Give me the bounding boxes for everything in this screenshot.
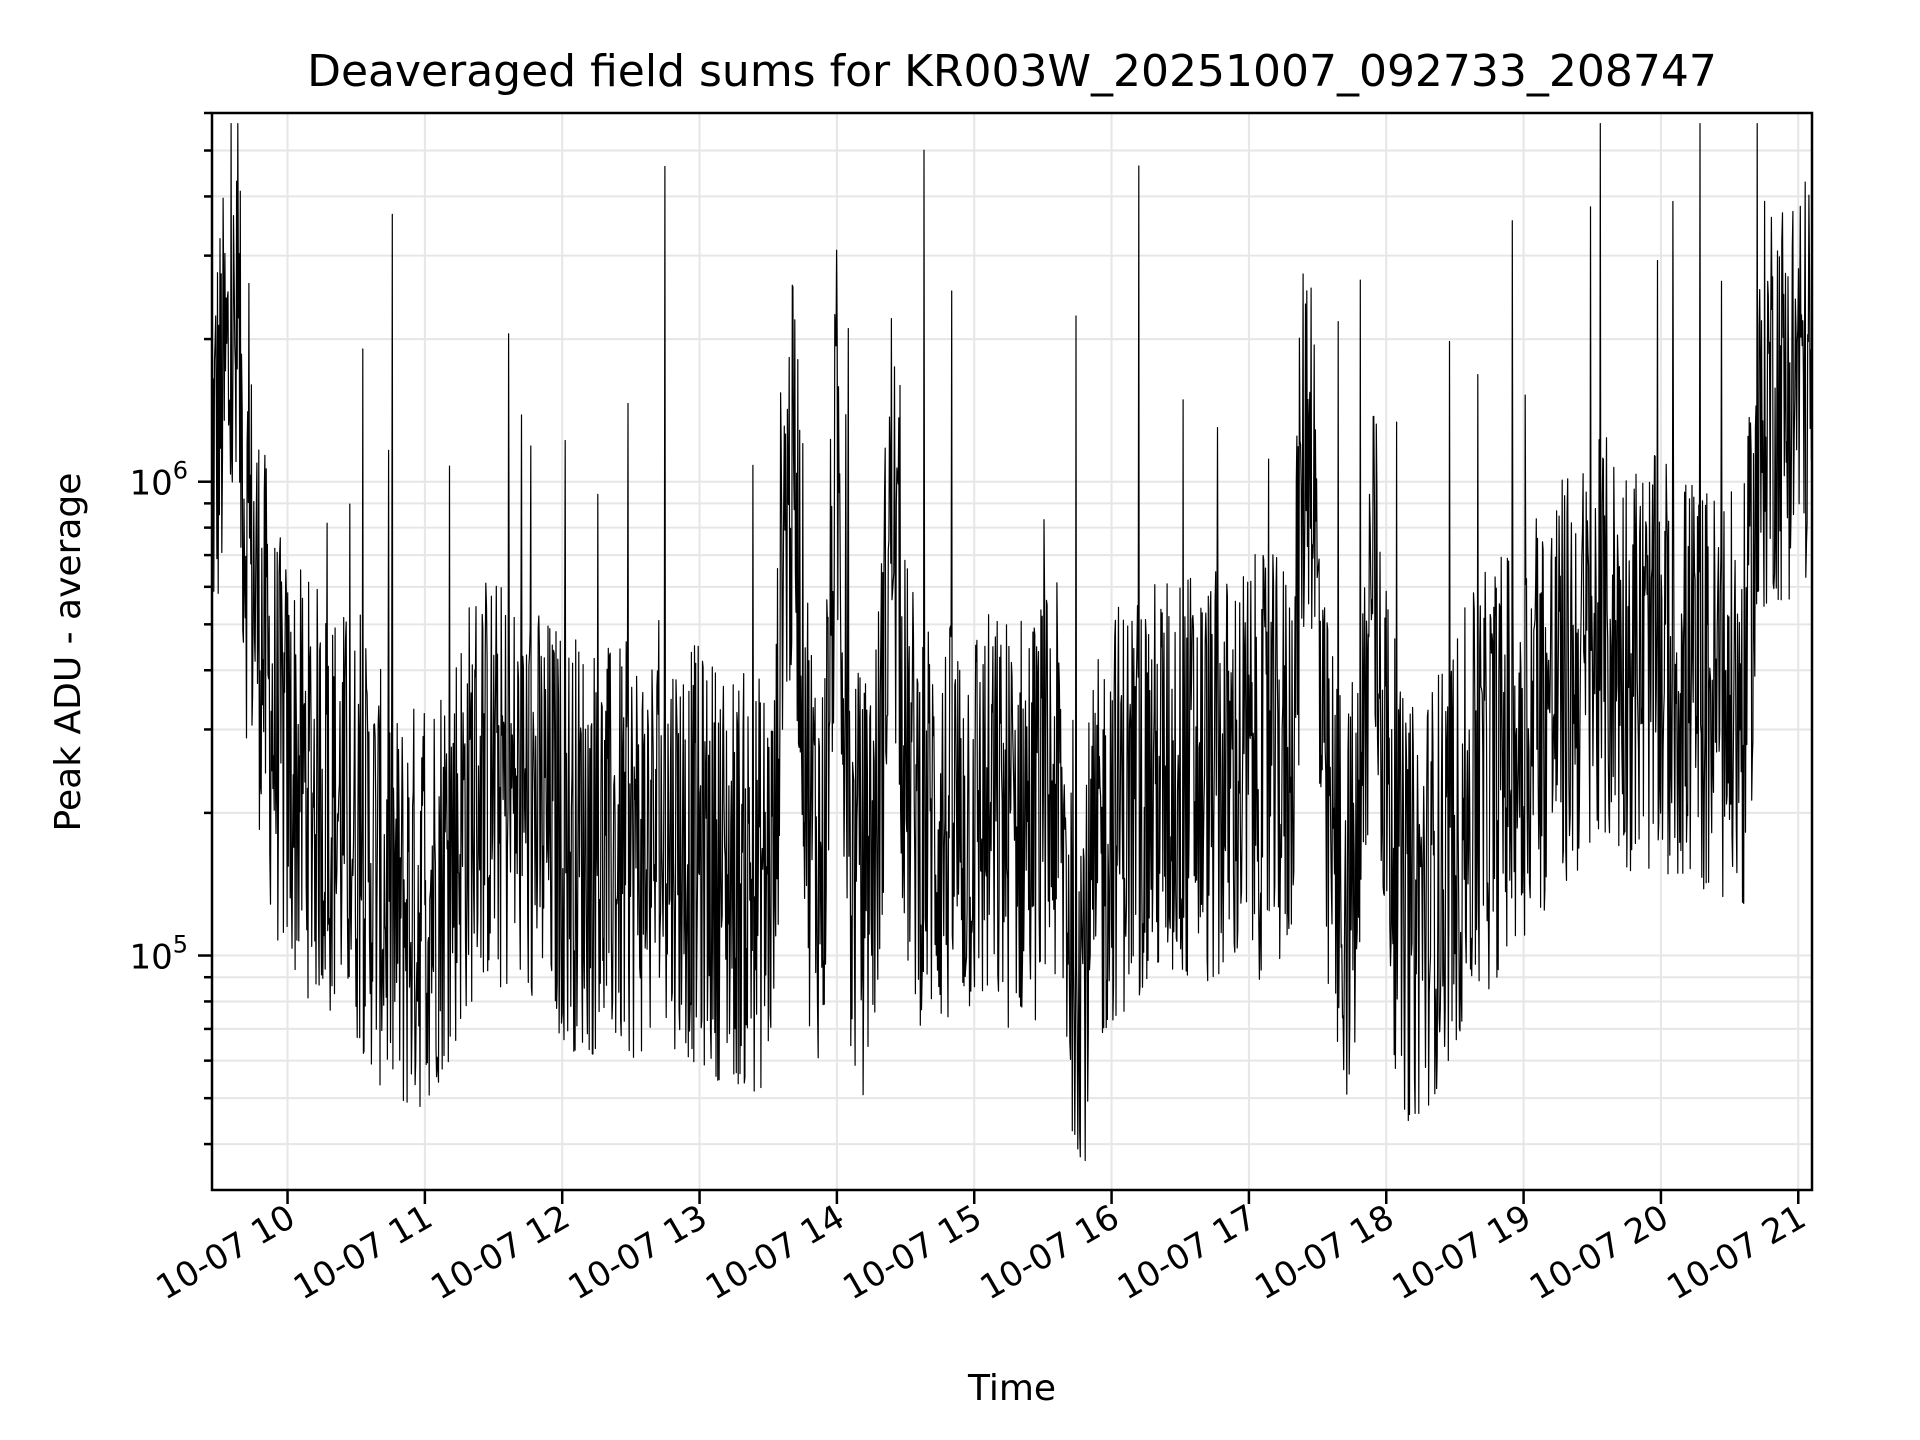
plot-frame xyxy=(210,111,1814,1192)
x-tick-label: 10-07 21 xyxy=(1660,1197,1812,1308)
x-tick-label: 10-07 17 xyxy=(1111,1197,1263,1308)
grid-layer xyxy=(212,112,1812,1190)
x-tick-label: 10-07 18 xyxy=(1248,1197,1400,1308)
x-tick-label: 10-07 14 xyxy=(699,1197,851,1308)
x-tick-label: 10-07 11 xyxy=(287,1197,439,1308)
x-tick-label: 10-07 16 xyxy=(974,1197,1126,1308)
series-line xyxy=(211,123,1813,1162)
x-tick-label: 10-07 20 xyxy=(1523,1197,1675,1308)
chart-title: Deaveraged field sums for KR003W_2025100… xyxy=(307,46,1717,97)
x-tick-label: 10-07 12 xyxy=(424,1197,576,1308)
x-axis-label: Time xyxy=(967,1368,1056,1409)
y-tick-label: 105 xyxy=(129,931,188,978)
x-tick-label: 10-07 10 xyxy=(150,1197,302,1308)
x-tick-label: 10-07 19 xyxy=(1386,1197,1538,1308)
x-tick-label: 10-07 13 xyxy=(562,1197,714,1308)
y-axis: 105 106 xyxy=(129,111,212,1146)
y-axis-label: Peak ADU - average xyxy=(48,473,89,832)
x-tick-label: 10-07 15 xyxy=(836,1197,988,1308)
y-tick-label: 106 xyxy=(129,457,188,504)
